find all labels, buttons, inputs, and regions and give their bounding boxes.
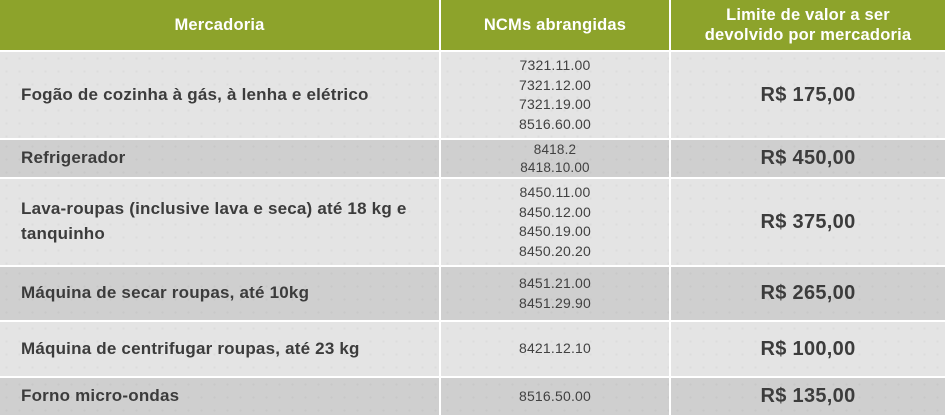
mercadoria-cell: Lava-roupas (inclusive lava e seca) até …	[0, 179, 441, 265]
table-header-row: Mercadoria NCMs abrangidas Limite de val…	[0, 0, 945, 52]
table-row-forno-micro-ondas: Forno micro-ondas 8516.50.00 R$ 135,00	[0, 378, 945, 415]
mercadoria-cell: Refrigerador	[0, 140, 441, 177]
limit-value-cell: R$ 100,00	[671, 322, 945, 376]
ncm-list: 8516.50.00	[441, 378, 671, 415]
table-row-refrigerador: Refrigerador 8418.2 8418.10.00 R$ 450,00	[0, 140, 945, 179]
table-row-lava-roupas: Lava-roupas (inclusive lava e seca) até …	[0, 179, 945, 267]
mercadoria-cell: Máquina de secar roupas, até 10kg	[0, 267, 441, 320]
ncm-value: 8516.50.00	[518, 387, 592, 404]
ncm-value: 8450.12.00	[518, 203, 592, 220]
table-row-fogao: Fogão de cozinha à gás, à lenha e elétri…	[0, 52, 945, 140]
ncm-list: 8451.21.00 8451.29.90	[441, 267, 671, 320]
limit-value-cell: R$ 175,00	[671, 52, 945, 138]
ncm-value: 8418.2	[533, 142, 577, 157]
ncm-value: 8421.12.10	[518, 340, 592, 357]
ncm-value: 7321.11.00	[519, 57, 591, 73]
header-ncms: NCMs abrangidas	[441, 0, 671, 50]
header-limite: Limite de valor a ser devolvido por merc…	[671, 0, 945, 50]
mercadoria-cell: Forno micro-ondas	[0, 378, 441, 415]
table-row-secar-roupas: Máquina de secar roupas, até 10kg 8451.2…	[0, 267, 945, 322]
ncm-list: 8418.2 8418.10.00	[441, 140, 671, 177]
header-mercadoria: Mercadoria	[0, 0, 441, 50]
ncm-list: 8450.11.00 8450.12.00 8450.19.00 8450.20…	[441, 179, 671, 265]
mercadoria-cell: Máquina de centrifugar roupas, até 23 kg	[0, 322, 441, 376]
limit-value-cell: R$ 450,00	[671, 140, 945, 177]
mercadoria-cell: Fogão de cozinha à gás, à lenha e elétri…	[0, 52, 441, 138]
table-row-centrifugar-roupas: Máquina de centrifugar roupas, até 23 kg…	[0, 322, 945, 378]
ncm-value: 8516.60.00	[518, 115, 592, 132]
ncm-value: 8451.21.00	[518, 275, 592, 291]
ncm-value: 8418.10.00	[520, 159, 590, 175]
ncm-list: 8421.12.10	[441, 322, 671, 376]
ncm-value: 7321.19.00	[518, 96, 592, 112]
ncm-value: 8451.29.90	[518, 294, 592, 311]
limit-value-cell: R$ 265,00	[671, 267, 945, 320]
ncm-value: 8450.11.00	[519, 184, 591, 200]
limit-value-cell: R$ 375,00	[671, 179, 945, 265]
ncm-value: 7321.12.00	[518, 76, 592, 93]
ncm-list: 7321.11.00 7321.12.00 7321.19.00 8516.60…	[441, 52, 671, 138]
ncm-value: 8450.19.00	[518, 223, 592, 239]
limit-value-cell: R$ 135,00	[671, 378, 945, 415]
ncm-value: 8450.20.20	[518, 242, 592, 259]
